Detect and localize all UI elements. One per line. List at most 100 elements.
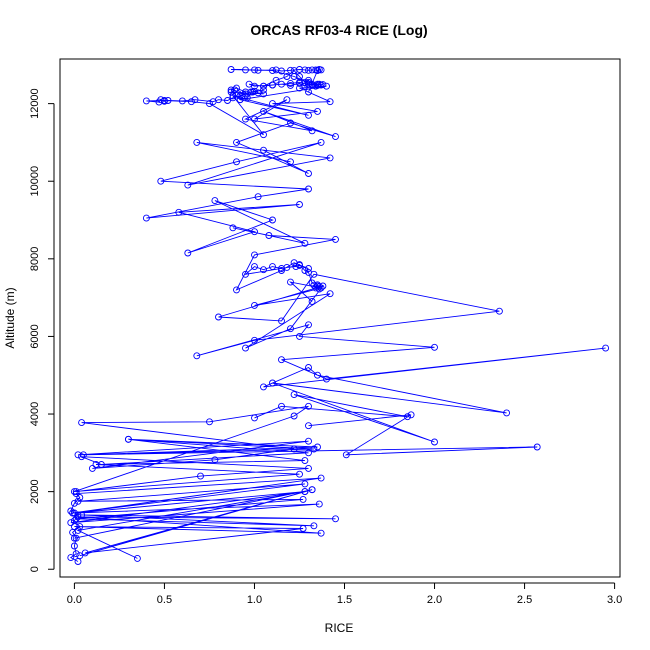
y-tick-label: 10000 bbox=[29, 166, 41, 197]
data-point bbox=[305, 265, 312, 272]
y-tick-label: 2000 bbox=[29, 479, 41, 503]
data-point bbox=[260, 90, 267, 98]
data-point bbox=[260, 146, 267, 154]
data-point bbox=[254, 66, 262, 74]
data-point bbox=[287, 81, 294, 89]
data-point bbox=[206, 100, 213, 108]
data-point bbox=[407, 411, 415, 419]
data-point bbox=[69, 509, 77, 517]
data-point bbox=[296, 201, 303, 208]
data-point bbox=[308, 486, 316, 494]
data-series-layer bbox=[67, 66, 610, 565]
data-point bbox=[76, 494, 84, 501]
data-point bbox=[157, 96, 165, 104]
data-point bbox=[236, 96, 244, 104]
data-point bbox=[269, 263, 276, 271]
data-point bbox=[76, 552, 84, 560]
data-point bbox=[296, 66, 303, 73]
data-point bbox=[287, 66, 294, 74]
data-point bbox=[242, 270, 249, 278]
data-point bbox=[278, 317, 285, 325]
data-point bbox=[215, 313, 222, 321]
y-tick-label: 6000 bbox=[29, 324, 41, 348]
data-point bbox=[278, 80, 285, 88]
data-point bbox=[310, 281, 318, 289]
data-point bbox=[227, 86, 235, 94]
data-point bbox=[308, 66, 316, 74]
data-point bbox=[133, 554, 141, 562]
data-point bbox=[310, 445, 318, 453]
series-line bbox=[146, 85, 336, 174]
data-point bbox=[247, 88, 255, 96]
data-point bbox=[308, 279, 316, 287]
data-point bbox=[296, 332, 303, 340]
data-point bbox=[533, 443, 541, 451]
data-point bbox=[72, 488, 80, 496]
data-point bbox=[142, 214, 150, 222]
data-point bbox=[278, 265, 285, 272]
data-point bbox=[78, 453, 86, 461]
data-point bbox=[251, 115, 258, 123]
data-point bbox=[305, 402, 312, 410]
x-tick-label: 1.5 bbox=[337, 594, 352, 606]
data-point bbox=[305, 437, 312, 445]
data-point bbox=[70, 523, 78, 531]
data-point bbox=[317, 474, 325, 482]
data-point bbox=[305, 464, 312, 472]
data-point bbox=[78, 511, 86, 519]
data-point bbox=[299, 495, 307, 503]
data-point bbox=[227, 88, 235, 96]
data-point bbox=[269, 379, 276, 387]
data-point bbox=[72, 490, 80, 498]
x-tick-label: 2.5 bbox=[517, 594, 532, 606]
x-tick-label: 0.0 bbox=[67, 594, 82, 606]
data-point bbox=[305, 170, 312, 177]
data-point bbox=[314, 107, 321, 115]
data-point bbox=[503, 409, 511, 417]
data-point bbox=[211, 197, 219, 205]
data-point bbox=[74, 497, 82, 505]
data-point bbox=[215, 96, 222, 104]
data-point bbox=[197, 472, 204, 480]
data-point bbox=[301, 267, 309, 274]
data-point bbox=[233, 158, 240, 166]
data-point bbox=[296, 261, 303, 269]
data-point bbox=[296, 73, 303, 80]
data-point bbox=[301, 239, 309, 247]
data-point bbox=[229, 224, 237, 232]
x-axis: 0.0 0.5 1.0 1.5 2.0 2.5 3.0 bbox=[67, 582, 622, 606]
x-tick-label: 2.0 bbox=[427, 594, 442, 606]
data-point bbox=[278, 356, 285, 364]
data-point bbox=[326, 154, 334, 162]
data-point bbox=[305, 66, 312, 74]
data-point bbox=[67, 554, 75, 562]
data-point bbox=[314, 282, 321, 290]
data-point bbox=[206, 418, 213, 426]
data-point bbox=[317, 529, 325, 537]
data-point bbox=[74, 451, 82, 459]
data-point bbox=[332, 235, 339, 243]
data-point bbox=[74, 513, 82, 521]
data-point bbox=[233, 138, 240, 146]
data-point bbox=[184, 181, 192, 189]
data-point bbox=[278, 402, 285, 410]
data-point bbox=[314, 443, 321, 451]
data-point bbox=[305, 88, 312, 96]
data-point bbox=[431, 343, 438, 351]
series-line bbox=[74, 405, 538, 493]
series-line bbox=[196, 273, 606, 443]
data-point bbox=[70, 488, 78, 496]
data-point bbox=[242, 344, 249, 352]
data-point bbox=[70, 499, 78, 507]
data-point bbox=[326, 98, 334, 106]
series-line bbox=[69, 477, 336, 562]
data-point bbox=[290, 412, 298, 420]
y-tick-label: 0 bbox=[29, 566, 41, 572]
data-point bbox=[88, 464, 96, 472]
data-point bbox=[317, 138, 325, 146]
data-point bbox=[287, 325, 294, 333]
data-point bbox=[495, 307, 503, 315]
data-point bbox=[81, 549, 89, 557]
data-point bbox=[305, 449, 312, 457]
data-point bbox=[251, 66, 258, 74]
